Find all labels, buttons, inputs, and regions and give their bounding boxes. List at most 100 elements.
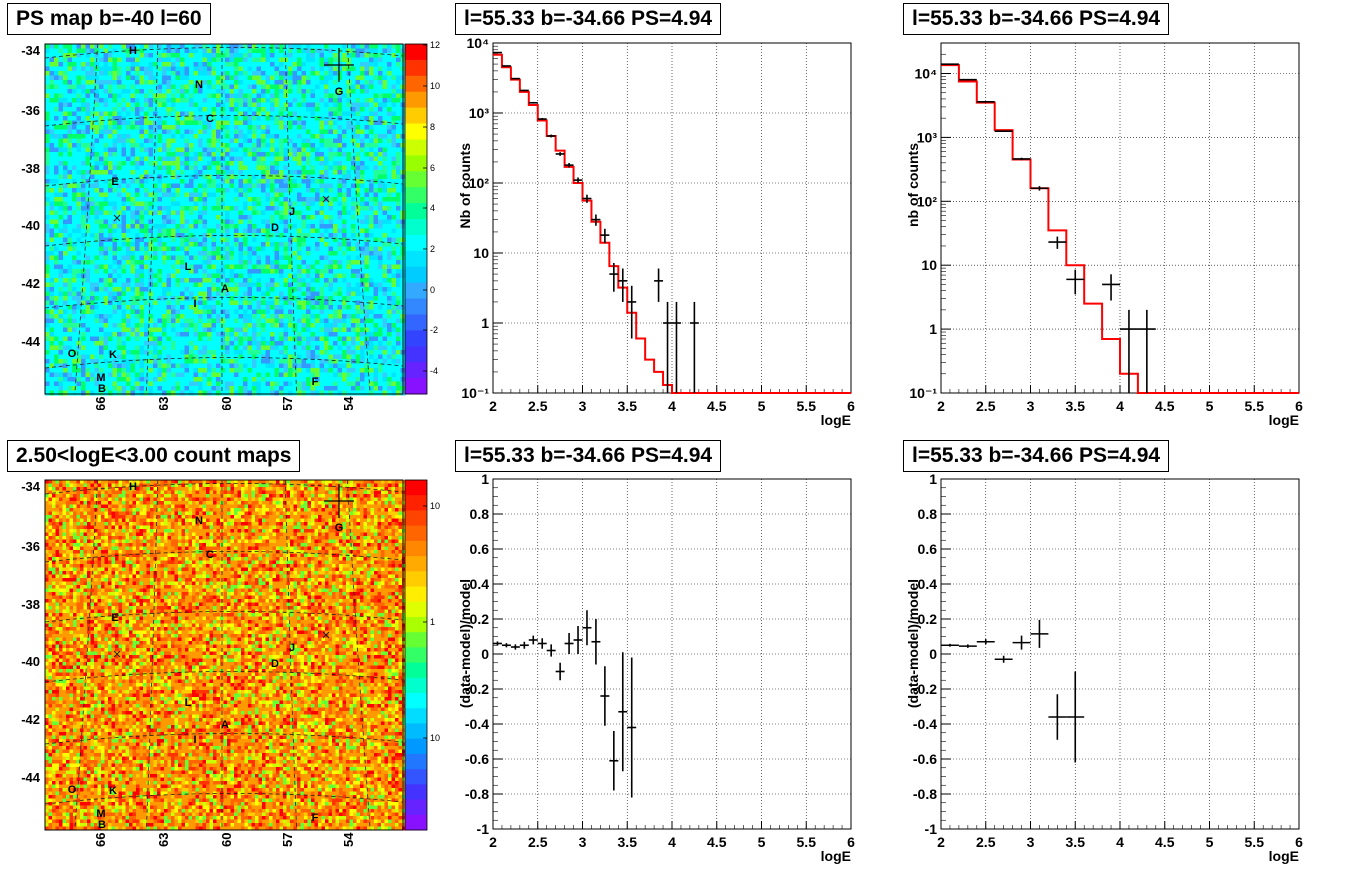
- scale-swatch: [405, 91, 427, 109]
- residual-point: [591, 619, 601, 665]
- countmap-title: 2.50<logE<3.00 count maps: [7, 440, 301, 472]
- map-x-tick: 63: [156, 397, 171, 410]
- countmap-heatmap: [45, 480, 406, 831]
- x-tick-label: 6: [1295, 834, 1303, 850]
- x-tick-label: 6: [847, 398, 855, 414]
- scale-tick-label: 2: [430, 244, 435, 254]
- scale-swatch: [405, 480, 427, 496]
- map-source-label: F: [312, 812, 319, 824]
- y-tick-label: 10⁴: [467, 35, 490, 51]
- psmap-title: PS map b=-40 l=60: [7, 3, 211, 35]
- scale-swatch: [405, 616, 427, 633]
- scale-swatch: [405, 219, 427, 236]
- residual-point: [627, 657, 637, 798]
- data-point: [1066, 269, 1085, 295]
- spectrum-title-1: l=55.33 b=-34.66 PS=4.94: [455, 3, 722, 35]
- scale-swatch: [405, 753, 427, 770]
- residual-point: [546, 644, 556, 657]
- y-tick-label: -0.2: [465, 681, 489, 697]
- scale-swatch: [405, 495, 427, 511]
- map-source-label: H: [129, 45, 137, 57]
- map-x-tick: 63: [156, 833, 171, 847]
- map-y-tick: -38: [21, 161, 40, 176]
- x-tick-label: 5: [1206, 398, 1214, 414]
- y-tick-label: -0.6: [913, 751, 937, 767]
- data-point: [663, 301, 672, 393]
- scale-swatch: [405, 59, 427, 77]
- x-tick-label: 4: [668, 398, 676, 414]
- map-source-label: A: [221, 719, 229, 731]
- scale-tick-label: 0: [430, 285, 435, 295]
- psmap-color-scale: 12 10 8 6 4 2 0 -2 -4: [404, 40, 440, 395]
- map-source-label: L: [185, 261, 192, 273]
- map-y-tick: -44: [21, 770, 41, 785]
- residual-point: [1030, 619, 1049, 648]
- map-source-label: E: [111, 176, 118, 188]
- scale-tick-label: 8: [430, 122, 435, 132]
- y-tick-label: -0.4: [913, 716, 937, 732]
- x-tick-label: 4.5: [707, 834, 727, 850]
- scale-swatch: [405, 203, 427, 220]
- data-point: [627, 285, 637, 339]
- residual-point: [976, 639, 995, 645]
- x-tick-label: 4: [1116, 834, 1124, 850]
- scale-swatch: [405, 814, 427, 831]
- x-tick-label: 6: [1295, 398, 1303, 414]
- residual-point: [941, 643, 959, 647]
- map-x-tick: 54: [341, 832, 356, 847]
- x-axis-label: logE: [821, 848, 851, 864]
- countmap-color-scale: 10 1 10⁻¹: [404, 479, 440, 831]
- scale-swatch: [405, 693, 427, 709]
- residual-point: [555, 662, 565, 681]
- residual-point: [501, 643, 511, 648]
- x-tick-label: 5: [758, 834, 766, 850]
- y-tick-label: 10⁻¹: [909, 385, 937, 401]
- scale-tick-label: 12: [430, 40, 440, 50]
- residual-point: [493, 641, 502, 646]
- map-source-label: N: [195, 79, 203, 91]
- residual-point: [1012, 635, 1031, 650]
- y-tick-label: 0.4: [918, 576, 938, 592]
- scale-swatch: [405, 298, 427, 315]
- y-tick-label: -0.8: [465, 786, 489, 802]
- map-y-tick: -42: [21, 712, 40, 727]
- map-source-label: D: [271, 658, 279, 670]
- x-axis-label: logE: [1269, 848, 1299, 864]
- data-point: [1102, 274, 1120, 301]
- map-source-label: B: [98, 383, 106, 395]
- map-source-label: K: [109, 785, 117, 797]
- map-y-tick: -38: [21, 597, 40, 612]
- map-y-tick: -42: [21, 276, 40, 291]
- x-tick-label: 2: [489, 834, 497, 850]
- y-tick-label: 10: [921, 257, 937, 273]
- scale-tick-label: 10: [430, 81, 440, 91]
- map-source-label: I: [193, 298, 196, 310]
- data-point: [582, 194, 592, 203]
- y-axis-label: (data-model)/model: [457, 579, 473, 708]
- scale-swatch: [405, 723, 427, 740]
- y-tick-label: -0.6: [465, 751, 489, 767]
- y-tick-label: 10²: [917, 193, 938, 209]
- map-x-tick: 66: [93, 397, 108, 410]
- data-point: [1012, 157, 1031, 161]
- map-x-tick: 57: [280, 397, 295, 410]
- psmap-coordinate-grid: [44, 43, 404, 395]
- scale-swatch: [405, 155, 427, 172]
- scale-swatch: [405, 314, 427, 331]
- data-point: [1137, 309, 1156, 393]
- scale-swatch: [405, 139, 427, 156]
- y-tick-label: 10⁴: [915, 65, 938, 81]
- map-source-label: L: [185, 697, 192, 709]
- plot-frame: [940, 42, 1300, 394]
- residual-point: [1066, 671, 1085, 763]
- y-tick-label: 0.4: [470, 576, 490, 592]
- map-y-tick: -36: [21, 103, 40, 118]
- countmap-axis-ticks: -34 -36 -38 -40 -42 -44 66 63 60 57 54: [21, 479, 356, 847]
- x-tick-label: 2.5: [976, 398, 996, 414]
- scale-swatch: [405, 107, 427, 125]
- map-y-tick: -44: [21, 334, 41, 349]
- map-source-label: I: [193, 734, 196, 746]
- residual-point: [510, 644, 520, 650]
- y-tick-label: -1: [477, 821, 490, 837]
- spectrum-chart-2: 2 2.5 3 3.5 4 4.5 5 5.5 6 10⁻¹ 1 10 10² 10³ 10⁴ logE nb …: [905, 42, 1303, 428]
